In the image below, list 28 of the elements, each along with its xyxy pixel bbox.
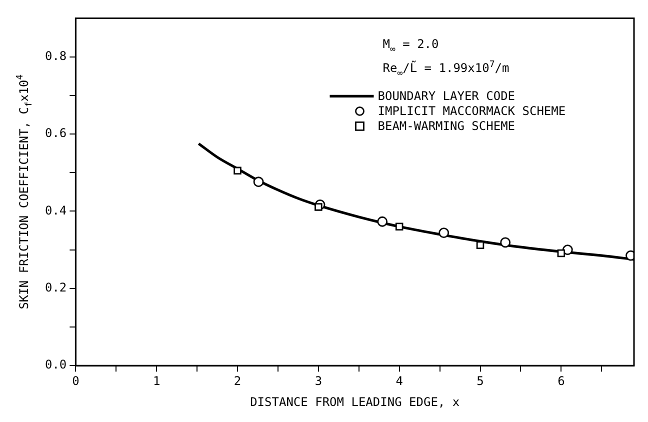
point <box>314 203 322 211</box>
y-tick-label: 0.0 <box>44 358 67 372</box>
y-tick-label: 0.4 <box>44 203 67 218</box>
annotation: M∞ = 2.0 <box>382 37 439 55</box>
point <box>234 166 242 175</box>
point <box>557 249 566 258</box>
legend-label: IMPLICIT MACCORMACK SCHEME <box>378 104 566 118</box>
point <box>395 222 404 231</box>
y-axis-title: SKIN FRICTION COEFFICIENT, Cfx104 <box>16 74 35 310</box>
legend-label: BOUNDARY LAYER CODE <box>378 89 516 104</box>
x-axis-title: DISTANCE FROM LEADING EDGE, x <box>250 395 460 409</box>
x-tick-label: 6 <box>558 374 565 388</box>
x-tick-label: 2 <box>234 374 242 388</box>
x-tick-label: 1 <box>152 374 160 388</box>
legend-label: BEAM-WARMING SCHEME <box>378 119 516 134</box>
x-tick-label: 5 <box>476 374 484 388</box>
point <box>500 237 511 248</box>
y-tick-label: 0.6 <box>44 126 67 140</box>
y-tick-label: 0.8 <box>44 48 67 63</box>
y-tick-label: 0.2 <box>44 280 67 295</box>
x-tick-label: 3 <box>314 374 322 388</box>
x-tick-label: 4 <box>396 374 403 388</box>
point <box>562 244 573 255</box>
x-tick-label: 0 <box>72 374 80 388</box>
point <box>377 216 388 227</box>
point <box>253 176 264 188</box>
point <box>438 228 450 238</box>
point <box>476 241 484 250</box>
